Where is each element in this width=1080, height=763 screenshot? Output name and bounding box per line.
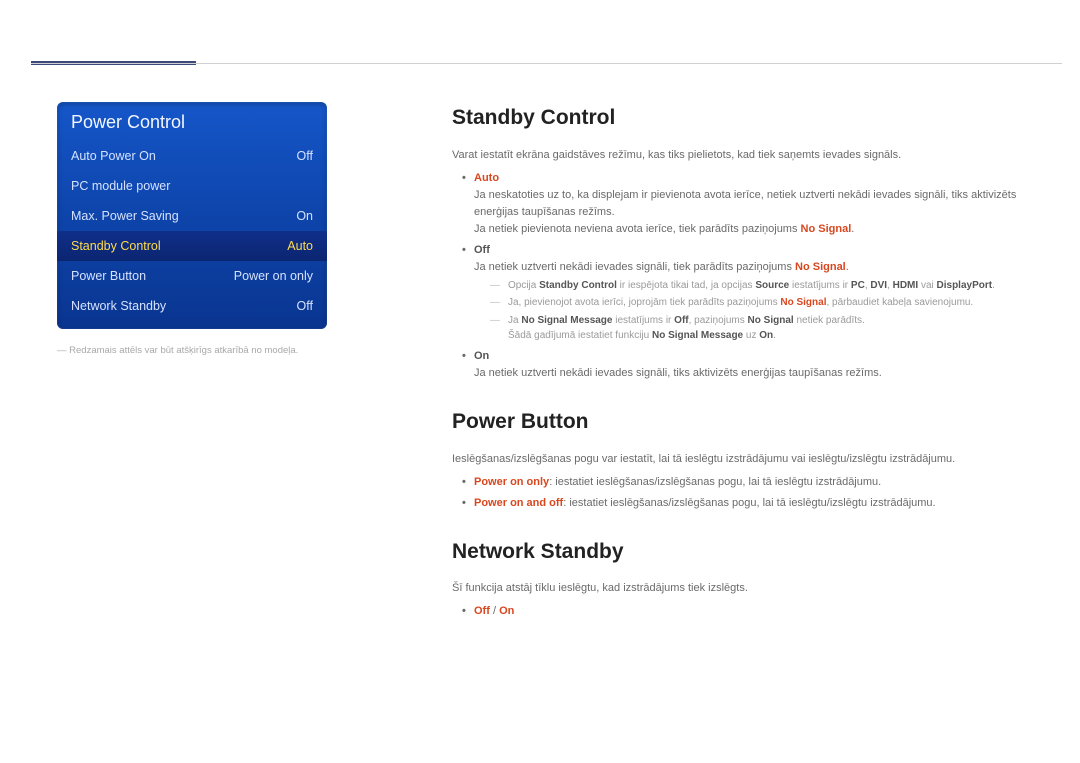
standby-option-off: Off Ja netiek uztverti nekādi ievades si… [452, 242, 1050, 344]
menu-title: Power Control [57, 102, 327, 141]
option-body: Ja netiek uztverti nekādi ievades signāl… [474, 261, 849, 273]
netstandby-off-on: Off / On [452, 603, 1050, 620]
section-power-button: Power Button Ieslēgšanas/izslēgšanas pog… [452, 406, 1050, 512]
note-no-signal-message: Ja No Signal Message iestatījums ir Off,… [480, 313, 1050, 344]
option-body: Ja neskatoties uz to, ka displejam ir pi… [474, 189, 1016, 218]
page-top-rule [31, 63, 1062, 64]
powerbtn-options: Power on only: iestatiet ieslēgšanas/izs… [452, 474, 1050, 512]
menu-item-label: Standby Control [71, 239, 161, 253]
menu-item-value: Off [297, 299, 313, 313]
heading-standby-control: Standby Control [452, 102, 1050, 135]
content-column: Standby Control Varat iestatīt ekrāna ga… [452, 102, 1050, 644]
powerbtn-option-on-only: Power on only: iestatiet ieslēgšanas/izs… [452, 474, 1050, 491]
standby-off-notes: Opcija Standby Control ir iespējota tika… [480, 278, 1050, 344]
left-column: Power Control Auto Power On Off PC modul… [57, 102, 339, 356]
menu-item-value: Auto [287, 239, 313, 253]
menu-item-label: Auto Power On [71, 149, 156, 163]
menu-item-label: Max. Power Saving [71, 209, 179, 223]
menu-item-label: PC module power [71, 179, 170, 193]
netstandby-options: Off / On [452, 603, 1050, 620]
menu-item-network-standby[interactable]: Network Standby Off [57, 291, 327, 321]
heading-network-standby: Network Standby [452, 536, 1050, 569]
standby-option-on: On Ja netiek uztverti nekādi ievades sig… [452, 348, 1050, 382]
option-body: Ja netiek uztverti nekādi ievades signāl… [474, 367, 882, 379]
menu-item-value: Off [297, 149, 313, 163]
section-network-standby: Network Standby Šī funkcija atstāj tīklu… [452, 536, 1050, 621]
powerbtn-option-on-off: Power on and off: iestatiet ieslēgšanas/… [452, 495, 1050, 512]
power-control-menu: Power Control Auto Power On Off PC modul… [57, 102, 327, 329]
option-head: On [474, 350, 489, 362]
menu-item-value: Power on only [234, 269, 313, 283]
note-check-cable: Ja, pievienojot avota ierīci, joprojām t… [480, 295, 1050, 311]
section-standby-control: Standby Control Varat iestatīt ekrāna ga… [452, 102, 1050, 382]
menu-item-label: Network Standby [71, 299, 166, 313]
menu-item-label: Power Button [71, 269, 146, 283]
note-source-setting: Opcija Standby Control ir iespējota tika… [480, 278, 1050, 294]
option-body2: Ja netiek pievienota neviena avota ierīc… [474, 223, 854, 235]
powerbtn-intro: Ieslēgšanas/izslēgšanas pogu var iestatī… [452, 451, 1050, 468]
option-head: Auto [474, 172, 499, 184]
image-disclaimer: ― Redzamais attēls var būt atšķirīgs atk… [57, 345, 339, 356]
menu-item-standby-control[interactable]: Standby Control Auto [57, 231, 327, 261]
option-head: Off [474, 244, 490, 256]
menu-item-max-power-saving[interactable]: Max. Power Saving On [57, 201, 327, 231]
menu-item-pc-module-power[interactable]: PC module power [57, 171, 327, 201]
standby-intro: Varat iestatīt ekrāna gaidstāves režīmu,… [452, 147, 1050, 164]
menu-item-power-button[interactable]: Power Button Power on only [57, 261, 327, 291]
menu-item-auto-power-on[interactable]: Auto Power On Off [57, 141, 327, 171]
standby-options: Auto Ja neskatoties uz to, ka displejam … [452, 170, 1050, 382]
standby-option-auto: Auto Ja neskatoties uz to, ka displejam … [452, 170, 1050, 238]
menu-item-value: On [296, 209, 313, 223]
heading-power-button: Power Button [452, 406, 1050, 439]
netstandby-intro: Šī funkcija atstāj tīklu ieslēgtu, kad i… [452, 580, 1050, 597]
